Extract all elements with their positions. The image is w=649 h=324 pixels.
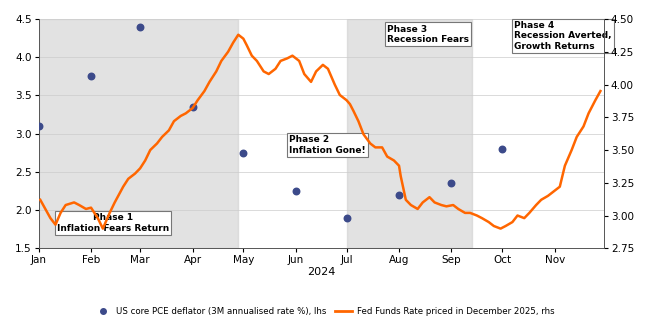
Point xyxy=(291,188,301,193)
Point xyxy=(341,215,352,220)
Text: Phase 3
Recession Fears: Phase 3 Recession Fears xyxy=(387,25,469,44)
Bar xyxy=(38,19,238,248)
Point xyxy=(238,150,249,155)
Point xyxy=(394,192,404,197)
Text: Phase 4
Recession Averted,
Growth Returns: Phase 4 Recession Averted, Growth Return… xyxy=(514,21,611,51)
Bar xyxy=(347,19,472,248)
Text: Phase 1
Inflation Fears Return: Phase 1 Inflation Fears Return xyxy=(57,213,169,233)
X-axis label: 2024: 2024 xyxy=(307,267,336,277)
Point xyxy=(497,146,508,152)
Point xyxy=(135,24,145,29)
Text: Phase 2
Inflation Gone!: Phase 2 Inflation Gone! xyxy=(289,135,365,155)
Point xyxy=(188,104,198,110)
Point xyxy=(86,74,96,79)
Point xyxy=(33,123,43,129)
Point xyxy=(447,181,457,186)
Legend: US core PCE deflator (3M annualised rate %), lhs, Fed Funds Rate priced in Decem: US core PCE deflator (3M annualised rate… xyxy=(92,304,557,320)
